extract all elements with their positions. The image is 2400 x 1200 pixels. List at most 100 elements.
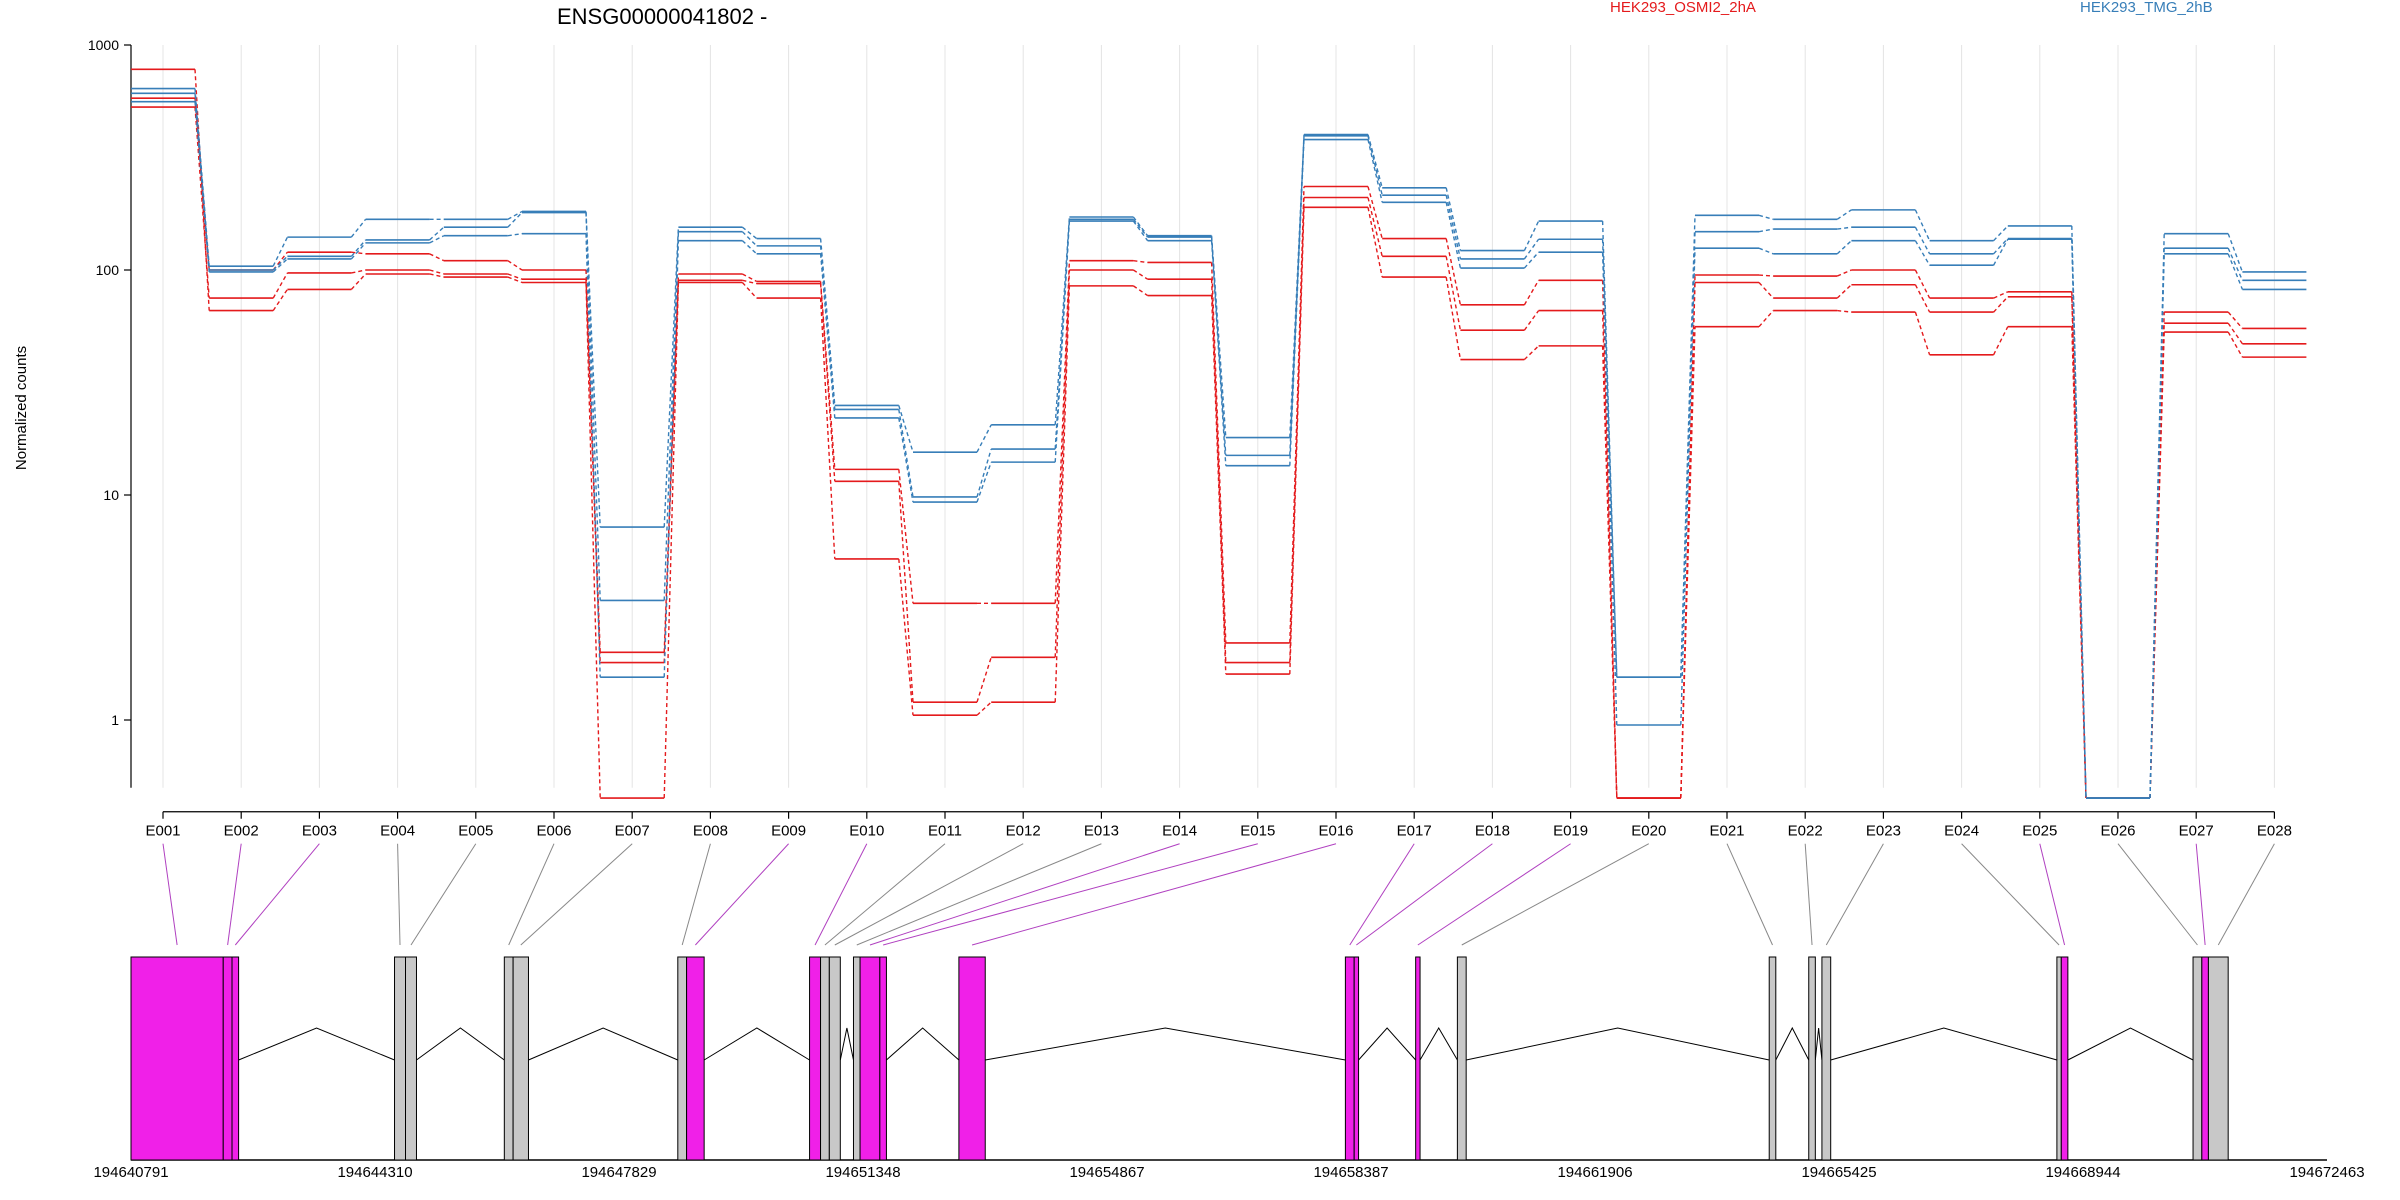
- x-tick-label-E022: E022: [1788, 823, 1823, 840]
- exon-box-E011: [820, 956, 830, 1161]
- series-connector: [1133, 259, 1148, 264]
- series-connector: [741, 231, 758, 247]
- series-connector: [507, 212, 523, 228]
- coordinate-label: 194654867: [1069, 1164, 1144, 1181]
- x-tick-label-E016: E016: [1318, 823, 1353, 840]
- series-connector: [507, 210, 523, 220]
- y-tick-label: 1000: [88, 37, 119, 53]
- exon-box-E024: [2056, 956, 2062, 1161]
- series-connector: [898, 469, 914, 604]
- series-connector: [1993, 238, 2009, 255]
- exon-link-E025: [2039, 843, 2066, 946]
- series-connector: [1993, 296, 2009, 313]
- series-connector: [350, 218, 367, 238]
- x-tick-label-E015: E015: [1240, 823, 1275, 840]
- coordinate-label: 194651348: [825, 1164, 900, 1181]
- series-connector: [585, 211, 601, 528]
- series-connector: [585, 233, 601, 678]
- series-connector: [350, 239, 367, 257]
- series-connector: [1523, 251, 1540, 269]
- intron-line: [2067, 1027, 2194, 1061]
- series-connector: [898, 417, 914, 503]
- x-tick-label-E012: E012: [1006, 823, 1041, 840]
- exon-box-E012: [828, 956, 841, 1161]
- series-connector: [1445, 202, 1462, 269]
- series-connector: [272, 289, 288, 311]
- x-tick-label-E004: E004: [380, 823, 415, 840]
- exon-box-E022: [1808, 956, 1816, 1161]
- exon-link-E001: [162, 843, 178, 946]
- series-connector: [351, 269, 366, 274]
- exon-box-E028: [2207, 956, 2229, 1161]
- series-connector: [272, 258, 288, 273]
- series-connector: [663, 227, 680, 528]
- series-connector: [507, 273, 523, 280]
- series-connector: [1680, 274, 1696, 799]
- series-connector: [429, 253, 445, 262]
- exon-box-E006: [503, 956, 514, 1161]
- series-connector: [1367, 134, 1383, 188]
- exon-box-E017: [1344, 956, 1355, 1161]
- exon-link-E007: [520, 843, 633, 946]
- series-connector: [1836, 269, 1852, 277]
- series-connector: [429, 273, 444, 278]
- series-connector: [1992, 326, 2009, 356]
- series-line-1: [131, 68, 2307, 799]
- coordinate-label: 194640791: [93, 1164, 168, 1181]
- y-axis-label: Normalized counts: [13, 346, 30, 470]
- exon-box-E019: [1415, 956, 1421, 1161]
- exon-link-E010: [814, 843, 868, 946]
- series-connector: [585, 282, 601, 799]
- x-tick-label-E028: E028: [2257, 823, 2292, 840]
- exon-box-E025: [2060, 956, 2069, 1161]
- exon-link-E013: [856, 843, 1102, 946]
- series-connector: [1523, 310, 1540, 331]
- exon-box-E002: [222, 956, 233, 1161]
- exon-box-E013: [852, 956, 861, 1161]
- series-connector: [272, 272, 289, 299]
- series-connector: [663, 282, 680, 799]
- series-connector: [976, 448, 992, 498]
- exon-link-E020: [1461, 843, 1650, 946]
- series-connector: [1523, 238, 1540, 260]
- exon-link-E012: [834, 843, 1024, 946]
- coordinate-label: 194665425: [1801, 1164, 1876, 1181]
- x-tick-label-E025: E025: [2022, 823, 2057, 840]
- exon-box-E001: [130, 956, 224, 1161]
- series-connector: [429, 269, 444, 275]
- series-connector: [272, 236, 289, 267]
- series-line-4: [131, 100, 2307, 799]
- x-tick-label-E018: E018: [1475, 823, 1510, 840]
- series-connector: [1523, 220, 1540, 251]
- series-connector: [819, 298, 836, 559]
- series-connector: [819, 281, 836, 470]
- series-connector: [1601, 221, 1618, 678]
- x-tick-label-E006: E006: [536, 823, 571, 840]
- exon-box-E021: [1768, 956, 1777, 1161]
- exon-link-E021: [1726, 843, 1773, 946]
- series-connector: [1367, 197, 1383, 257]
- series-connector: [898, 481, 914, 703]
- exon-box-E016: [958, 956, 986, 1161]
- series-connector: [1133, 285, 1148, 297]
- exon-link-E026: [2117, 843, 2198, 946]
- intron-line: [528, 1027, 679, 1061]
- series-connector: [1601, 280, 1618, 799]
- x-tick-label-E024: E024: [1944, 823, 1979, 840]
- series-connector: [741, 226, 758, 240]
- exon-box-E009: [686, 956, 705, 1161]
- series-connector: [1367, 186, 1383, 239]
- exon-box-E015: [879, 956, 887, 1161]
- series-connector: [898, 558, 914, 716]
- coordinate-label: 194661906: [1557, 1164, 1632, 1181]
- exon-box-E010: [809, 956, 822, 1161]
- exon-box-E014: [859, 956, 881, 1161]
- series-connector: [1680, 215, 1696, 678]
- series-connector: [1367, 139, 1383, 203]
- series-connector: [1758, 214, 1774, 220]
- series-connector: [1523, 279, 1540, 306]
- axes: 1000 100 10 1 E001 E002 E003 E004 E005 E006 E007 E0…: [88, 37, 2292, 840]
- exon-box-E027: [2201, 956, 2209, 1161]
- series-connector: [2227, 311, 2243, 329]
